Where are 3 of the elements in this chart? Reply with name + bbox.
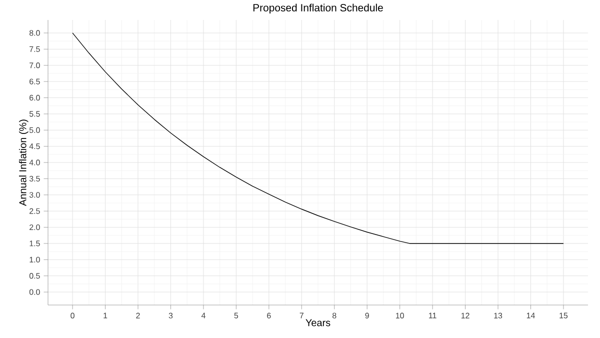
chart-title: Proposed Inflation Schedule	[253, 4, 383, 14]
y-axis-title: Annual Inflation (%)	[19, 120, 28, 206]
x-axis-title: Years	[306, 319, 330, 326]
